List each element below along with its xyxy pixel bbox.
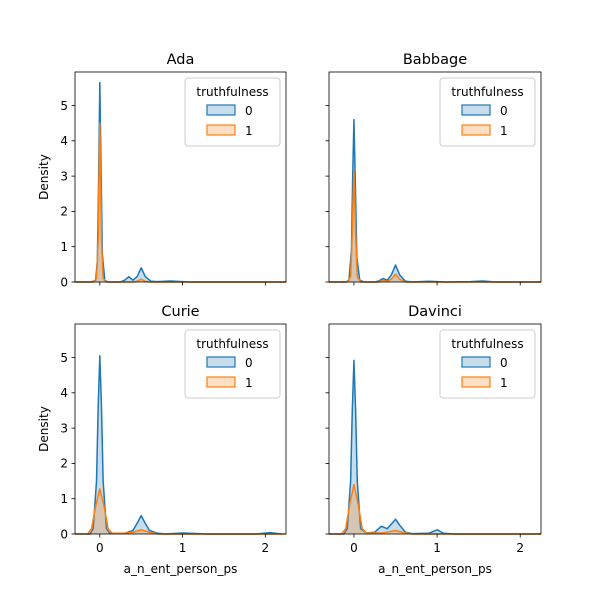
legend-label-series-0: 0 <box>245 356 253 370</box>
subplot-curie: 0 1 2 0 1 2 3 4 5 Curie a_n_ent_person_ps Density tr… <box>37 304 287 576</box>
x-tick-label: 0 <box>96 541 104 555</box>
x-tick-label: 1 <box>433 541 441 555</box>
legend-label-series-0: 0 <box>500 356 508 370</box>
legend: truthfulness 0 1 <box>184 77 281 147</box>
x-tick-label: 0 <box>350 541 358 555</box>
legend-swatch-series-1 <box>461 124 491 136</box>
x-axis-label: a_n_ent_person_ps <box>124 562 238 576</box>
kde-fill-series-1 <box>75 123 286 283</box>
kde-fill-series-1 <box>75 488 286 534</box>
x-axis-label: a_n_ent_person_ps <box>378 562 492 576</box>
legend-box <box>439 329 536 399</box>
legend-swatch-series-0 <box>206 356 236 368</box>
x-tick-label: 2 <box>516 541 524 555</box>
legend: truthfulness 0 1 <box>439 77 536 147</box>
y-tick-label: 3 <box>60 421 68 435</box>
legend-label-series-1: 1 <box>245 124 253 138</box>
subplot-title: Ada <box>167 52 195 68</box>
subplot-title: Curie <box>161 304 199 320</box>
y-tick-label: 4 <box>60 386 68 400</box>
kde-fill-series-1 <box>329 170 541 282</box>
y-tick-label: 4 <box>60 134 68 148</box>
legend-swatch-series-0 <box>206 104 236 116</box>
legend-label-series-1: 1 <box>245 376 253 390</box>
subplot-davinci: 0 1 2 Davinci a_n_ent_person_ps truthfulness 0… <box>325 304 542 576</box>
kde-line-series-1 <box>75 122 286 283</box>
x-tick-label: 2 <box>261 541 269 555</box>
legend-title: truthfulness <box>196 85 268 99</box>
legend: truthfulness 0 1 <box>439 329 536 399</box>
y-tick-label: 1 <box>60 492 68 506</box>
y-axis-label: Density <box>37 154 51 200</box>
y-tick-label: 5 <box>60 99 68 113</box>
axes-frame <box>74 71 287 283</box>
kde-fill-series-1 <box>329 484 541 534</box>
legend: truthfulness 0 1 <box>184 329 281 399</box>
legend-box <box>184 77 281 147</box>
axes-frame <box>328 323 542 535</box>
y-tick-label: 2 <box>60 457 68 471</box>
legend-swatch-series-1 <box>206 124 236 136</box>
legend-swatch-series-1 <box>206 376 236 388</box>
x-tick-label: 1 <box>179 541 187 555</box>
axes-frame <box>74 323 287 535</box>
kde-line-series-1 <box>329 170 541 283</box>
kde-line-series-1 <box>75 488 286 535</box>
legend-title: truthfulness <box>451 337 523 351</box>
legend-label-series-0: 0 <box>500 104 508 118</box>
legend-swatch-series-0 <box>461 356 491 368</box>
legend-label-series-1: 1 <box>500 124 508 138</box>
kde-line-series-1 <box>329 483 541 535</box>
legend-swatch-series-0 <box>461 104 491 116</box>
kde-line-series-0 <box>329 359 541 535</box>
y-tick-label: 0 <box>60 527 68 541</box>
subplot-title: Davinci <box>408 304 462 320</box>
legend-swatch-series-1 <box>461 376 491 388</box>
y-axis-label: Density <box>37 406 51 452</box>
kde-fill-series-0 <box>75 355 282 534</box>
axes-frame <box>328 71 542 283</box>
y-tick-label: 0 <box>60 275 68 289</box>
legend-title: truthfulness <box>196 337 268 351</box>
y-tick-label: 2 <box>60 205 68 219</box>
y-tick-label: 1 <box>60 240 68 254</box>
kde-fill-series-0 <box>329 360 541 534</box>
y-tick-label: 5 <box>60 351 68 365</box>
legend-box <box>184 329 281 399</box>
legend-label-series-1: 1 <box>500 376 508 390</box>
subplot-babbage: Babbage truthfulness 0 1 <box>325 52 542 286</box>
legend-title: truthfulness <box>451 85 523 99</box>
y-tick-label: 3 <box>60 169 68 183</box>
legend-box <box>439 77 536 147</box>
subplot-title: Babbage <box>403 52 467 68</box>
subplot-ada: 0 1 2 3 4 5 Ada Density truthfulness 0 1 <box>37 52 287 289</box>
legend-label-series-0: 0 <box>245 104 253 118</box>
